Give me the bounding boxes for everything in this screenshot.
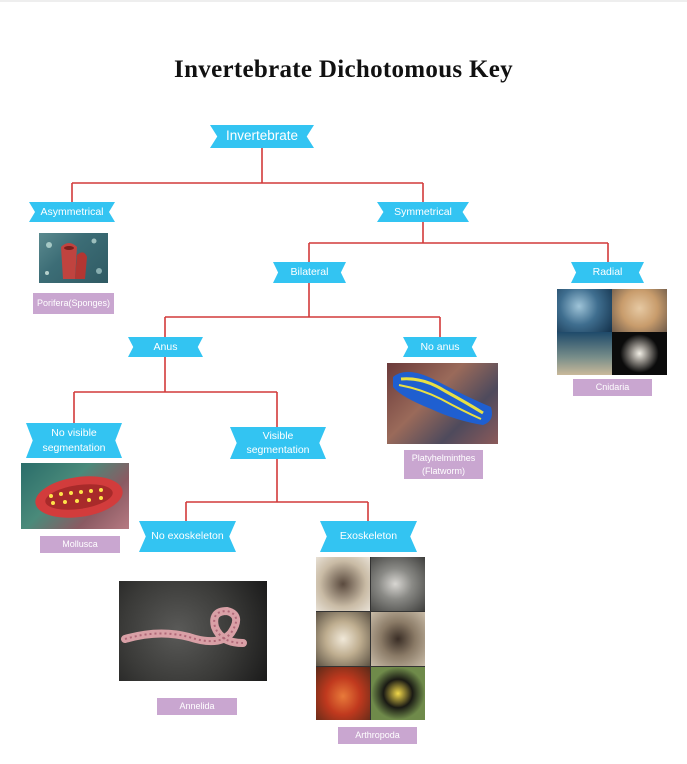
sponge-illustration (45, 238, 102, 279)
node-no-exoskeleton: No exoskeleton (139, 521, 236, 552)
worm-illustration (121, 606, 247, 647)
jellyfish-photo (557, 289, 612, 332)
connector-visible-segmentation (185, 459, 369, 521)
leaf-arthropoda: Arthropoda (338, 727, 417, 744)
connector-anus (73, 357, 278, 427)
trilobite-photo (316, 557, 370, 611)
node-visible-segmentation: Visible segmentation (230, 427, 326, 459)
node-no-anus: No anus (403, 337, 477, 357)
node-no-visible-segmentation: No visible segmentation (26, 423, 122, 458)
leaf-annelida: Annelida (157, 698, 237, 715)
diagram-title: Invertebrate Dichotomous Key (174, 56, 513, 83)
crab-photo (316, 612, 370, 666)
sponge-photo (39, 233, 108, 283)
arthropoda-photo (316, 557, 425, 720)
flatworm-illustration (393, 371, 492, 425)
leaf-porifera: Porifera(Sponges) (33, 293, 114, 314)
annelida-photo (119, 581, 267, 681)
spider-photo (371, 612, 425, 666)
connector-invertebrate (71, 148, 424, 203)
shrimp-photo (371, 557, 425, 611)
chiton-illustration (35, 476, 123, 518)
cnidaria-photo (557, 289, 667, 375)
node-radial: Radial (571, 262, 644, 283)
sea-fan-photo (612, 289, 667, 332)
node-exoskeleton: Exoskeleton (320, 521, 417, 552)
butterfly-photo (371, 667, 425, 720)
node-invertebrate: Invertebrate (210, 125, 314, 148)
leaf-cnidaria: Cnidaria (573, 379, 652, 396)
coral-photo (557, 332, 612, 375)
node-symmetrical: Symmetrical (377, 202, 469, 222)
leaf-platyhelminthes: Platyhelminthes (Flatworm) (404, 450, 483, 479)
top-border (0, 0, 687, 2)
node-asymmetrical: Asymmetrical (29, 202, 115, 222)
anemone-photo (612, 332, 667, 375)
connector-bilateral (164, 283, 441, 337)
leaf-platyhelminthes-line1: Platyhelminthes (411, 453, 476, 464)
centipede-photo (316, 667, 370, 720)
node-anus: Anus (128, 337, 203, 357)
node-bilateral: Bilateral (273, 262, 346, 283)
flatworm-photo (387, 363, 498, 444)
connector-symmetrical (308, 222, 609, 262)
leaf-platyhelminthes-line2: (Flatworm) (422, 465, 465, 476)
mollusca-photo (21, 463, 129, 529)
leaf-mollusca: Mollusca (40, 536, 120, 553)
